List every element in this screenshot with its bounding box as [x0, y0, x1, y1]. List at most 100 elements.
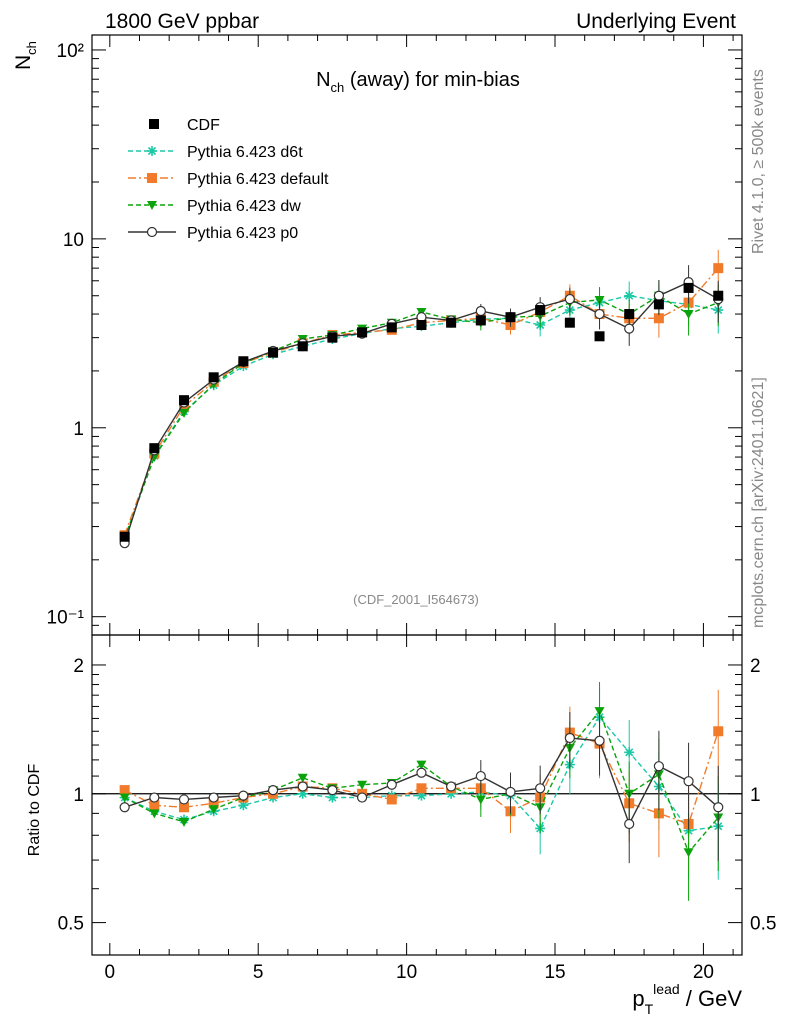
ratio-point-pythia-6-423-p0 — [208, 792, 219, 803]
data-point-cdf — [713, 290, 724, 301]
ratio-point-pythia-6-423-default — [416, 783, 427, 794]
series-line-pythia-6-423-default — [123, 267, 719, 536]
y-tick-label: 10⁻¹ — [47, 608, 85, 629]
data-point-pythia-6-423-p0 — [475, 305, 486, 317]
ratio-point-pythia-6-423-default — [149, 800, 160, 811]
ratio-point-pythia-6-423-d6t — [624, 747, 635, 758]
data-point-cdf — [624, 309, 635, 320]
header-left: 1800 GeV ppbar — [105, 10, 259, 33]
y-tick-label: 10 — [63, 230, 84, 251]
analysis-label: (CDF_2001_I564673) — [353, 592, 479, 607]
ratio-point-pythia-6-423-dw — [149, 809, 160, 819]
data-point-pythia-6-423-d6t — [624, 290, 635, 301]
ratio-point-pythia-6-423-p0 — [713, 802, 724, 813]
data-point-cdf — [416, 320, 427, 331]
data-point-cdf — [238, 356, 249, 367]
data-point-pythia-6-423-default — [713, 263, 724, 274]
y-tick-label: 1 — [73, 419, 84, 440]
data-point-pythia-6-423-p0 — [564, 293, 575, 305]
data-point-cdf — [475, 315, 486, 326]
ratio-tick-label-left: 2 — [73, 656, 84, 677]
plot-title: Nch (away) for min-bias — [316, 69, 520, 95]
ratio-point-pythia-6-423-dw — [179, 817, 190, 827]
ratio-line-pythia-6-423-dw — [124, 709, 719, 854]
legend-marker-pythia-6-423-d6t — [147, 146, 157, 156]
side-label-top: Rivet 4.1.0, ≥ 500k events — [750, 69, 767, 254]
ratio-point-pythia-6-423-p0 — [386, 779, 397, 790]
data-point-cdf — [208, 372, 219, 383]
legend-label-cdf: CDF — [187, 117, 220, 134]
y-axis-label: Nch — [12, 41, 39, 70]
data-point-pythia-6-423-dw — [149, 453, 160, 463]
ratio-point-pythia-6-423-dw — [357, 780, 368, 790]
side-label-bottom: mcplots.cern.ch [arXiv:2401.10621] — [750, 377, 767, 628]
data-point-cdf — [535, 305, 546, 316]
data-point-cdf — [386, 322, 397, 333]
data-point-pythia-6-423-p0 — [594, 308, 605, 320]
legend-label-pythia-6-423-p0: Pythia 6.423 p0 — [187, 225, 298, 242]
ratio-point-pythia-6-423-default — [208, 798, 219, 809]
header-right: Underlying Event — [576, 10, 736, 33]
ratio-point-pythia-6-423-default — [119, 785, 130, 796]
ratio-point-pythia-6-423-p0 — [594, 735, 605, 746]
data-point-cdf — [505, 312, 516, 323]
data-point-cdf — [119, 531, 130, 542]
ratio-point-pythia-6-423-p0 — [356, 792, 368, 803]
ratio-point-pythia-6-423-dw — [119, 793, 130, 803]
ratio-point-pythia-6-423-p0 — [446, 781, 457, 792]
data-point-cdf — [653, 299, 664, 310]
data-point-cdf — [268, 347, 279, 358]
ratio-point-pythia-6-423-d6t — [238, 800, 249, 811]
x-tick-label: 10 — [396, 962, 417, 983]
ratio-point-pythia-6-423-default — [713, 726, 724, 737]
data-point-cdf — [683, 282, 694, 293]
legend-label-pythia-6-423-d6t: Pythia 6.423 d6t — [187, 144, 303, 161]
y-tick-label: 10² — [57, 41, 84, 62]
ratio-point-pythia-6-423-p0 — [683, 776, 694, 787]
x-tick-label: 15 — [544, 962, 565, 983]
x-axis-label: pTlead / GeV — [632, 981, 742, 1017]
ratio-plot-frame — [91, 634, 743, 956]
series-line-pythia-6-423-d6t — [123, 294, 719, 539]
x-tick-label: 20 — [693, 962, 714, 983]
data-point-pythia-6-423-p0 — [624, 323, 635, 334]
ratio-point-pythia-6-423-p0 — [267, 785, 279, 796]
legend-marker-cdf — [149, 119, 159, 129]
legend-label-pythia-6-423-dw: Pythia 6.423 dw — [187, 198, 301, 215]
ratio-point-pythia-6-423-p0 — [297, 781, 308, 792]
ratio-point-pythia-6-423-dw — [475, 795, 486, 805]
data-point-cdf — [357, 327, 368, 338]
ratio-point-pythia-6-423-p0 — [653, 761, 664, 772]
data-point-pythia-6-423-p0 — [653, 290, 664, 301]
data-point-pythia-6-423-dw — [683, 310, 694, 320]
ratio-point-pythia-6-423-p0 — [238, 790, 249, 801]
ratio-point-pythia-6-423-p0 — [149, 792, 160, 803]
data-point-cdf — [179, 395, 190, 406]
ratio-tick-label-right: 0.5 — [750, 914, 776, 935]
ratio-point-pythia-6-423-p0 — [505, 786, 516, 798]
ratio-point-pythia-6-423-dw — [297, 773, 308, 783]
legend-label-pythia-6-423-default: Pythia 6.423 default — [187, 171, 329, 188]
ratio-point-pythia-6-423-p0 — [416, 767, 427, 778]
ratio-point-pythia-6-423-p0 — [119, 802, 130, 813]
ratio-point-pythia-6-423-p0 — [624, 818, 635, 830]
data-point-cdf — [446, 317, 457, 328]
ratio-point-pythia-6-423-dw — [416, 760, 427, 770]
ratio-point-pythia-6-423-dw — [683, 848, 694, 858]
ratio-point-pythia-6-423-p0 — [327, 785, 338, 796]
legend-marker-pythia-6-423-default — [147, 173, 157, 183]
ratio-point-pythia-6-423-p0 — [564, 732, 575, 744]
ratio-point-pythia-6-423-p0 — [475, 770, 486, 782]
ratio-point-pythia-6-423-d6t — [297, 788, 308, 799]
ratio-tick-label-left: 0.5 — [58, 914, 84, 935]
ratio-point-pythia-6-423-d6t — [446, 788, 457, 799]
ratio-point-pythia-6-423-p0 — [535, 783, 546, 794]
data-point-cdf — [327, 332, 338, 343]
data-point-pythia-6-423-dw — [179, 408, 190, 418]
data-point-cdf — [564, 317, 575, 328]
ratio-point-pythia-6-423-default — [386, 794, 397, 805]
data-point-cdf — [297, 341, 308, 352]
ratio-y-axis-label: Ratio to CDF — [26, 764, 43, 857]
ratio-tick-label-right: 1 — [750, 785, 761, 806]
